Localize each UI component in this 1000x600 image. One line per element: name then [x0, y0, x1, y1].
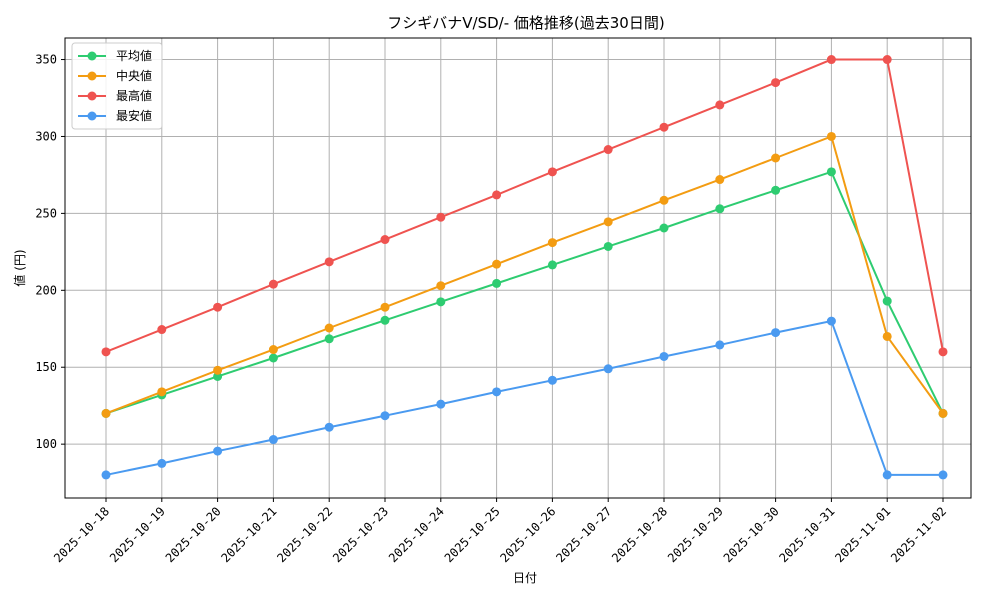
- data-point: [882, 55, 892, 65]
- data-point: [659, 351, 669, 361]
- data-point: [938, 408, 948, 418]
- data-point: [826, 167, 836, 177]
- data-point: [436, 297, 446, 307]
- series-group: [101, 316, 948, 480]
- data-point: [380, 235, 390, 245]
- data-point: [547, 375, 557, 385]
- legend-box: [71, 42, 163, 130]
- legend-item: 平均値: [78, 48, 152, 63]
- data-point: [268, 435, 278, 445]
- data-point: [938, 347, 948, 357]
- legend-label: 最安値: [116, 108, 152, 123]
- data-point: [324, 323, 334, 333]
- data-point: [492, 387, 502, 397]
- data-point: [715, 204, 725, 214]
- data-point: [771, 328, 781, 338]
- data-point: [771, 78, 781, 88]
- data-point: [101, 470, 111, 480]
- data-point: [324, 422, 334, 432]
- data-point: [213, 371, 223, 381]
- data-point: [659, 122, 669, 132]
- data-point: [213, 302, 223, 312]
- data-point: [771, 185, 781, 195]
- data-point: [826, 316, 836, 326]
- data-point: [101, 408, 111, 418]
- data-point: [492, 259, 502, 269]
- data-point: [492, 190, 502, 200]
- data-point: [882, 470, 892, 480]
- legend-item: 中央値: [78, 68, 152, 83]
- legend-label: 平均値: [116, 48, 152, 63]
- data-point: [436, 281, 446, 291]
- y-axis: 100 150 200 250 300 350: [35, 53, 65, 451]
- y-tick-label: 200: [35, 283, 57, 297]
- data-point: [268, 353, 278, 363]
- data-point: [157, 325, 167, 335]
- legend-marker: [87, 111, 97, 121]
- data-point: [436, 212, 446, 222]
- data-point: [436, 399, 446, 409]
- series-group: [101, 55, 948, 357]
- data-point: [268, 279, 278, 289]
- data-point: [324, 334, 334, 344]
- data-point: [603, 364, 613, 374]
- data-point: [715, 340, 725, 350]
- data-point: [492, 278, 502, 288]
- series-layer: [101, 55, 948, 480]
- data-point: [157, 387, 167, 397]
- data-point: [603, 145, 613, 155]
- data-point: [715, 100, 725, 110]
- data-point: [547, 260, 557, 270]
- y-tick-label: 250: [35, 206, 57, 220]
- legend-marker: [87, 91, 97, 101]
- plot-area-frame: [64, 37, 972, 499]
- data-point: [659, 195, 669, 205]
- chart-title: フシギバナV/SD/- 価格推移(過去30日間): [387, 14, 664, 32]
- series-line: [105, 170, 944, 415]
- legend-item: 最安値: [78, 108, 152, 123]
- data-point: [938, 470, 948, 480]
- data-point: [157, 458, 167, 468]
- data-point: [101, 347, 111, 357]
- data-point: [715, 175, 725, 185]
- data-point: [213, 446, 223, 456]
- series-line: [105, 135, 944, 415]
- data-point: [603, 241, 613, 251]
- y-tick-label: 100: [35, 437, 57, 451]
- legend-label: 最高値: [116, 88, 152, 103]
- series-group: [101, 131, 948, 418]
- data-point: [826, 131, 836, 141]
- data-point: [547, 238, 557, 248]
- legend-marker: [87, 51, 97, 61]
- y-tick-label: 300: [35, 129, 57, 143]
- data-point: [380, 302, 390, 312]
- data-point: [882, 296, 892, 306]
- data-point: [380, 411, 390, 421]
- data-point: [659, 223, 669, 233]
- data-point: [882, 331, 892, 341]
- y-axis-label: 値 (円): [12, 249, 27, 286]
- data-point: [826, 55, 836, 65]
- data-point: [213, 365, 223, 375]
- series-line: [105, 58, 944, 353]
- legend-label: 中央値: [116, 68, 152, 83]
- data-point: [268, 345, 278, 355]
- x-axis-label: 日付: [513, 571, 537, 585]
- data-point: [603, 217, 613, 227]
- data-point: [771, 153, 781, 163]
- y-tick-label: 150: [35, 360, 57, 374]
- legend-item: 最高値: [78, 88, 152, 103]
- y-tick-label: 350: [35, 53, 57, 67]
- data-point: [547, 167, 557, 177]
- series-line: [105, 319, 943, 476]
- data-point: [324, 257, 334, 267]
- data-point: [380, 315, 390, 325]
- legend-marker: [87, 71, 97, 81]
